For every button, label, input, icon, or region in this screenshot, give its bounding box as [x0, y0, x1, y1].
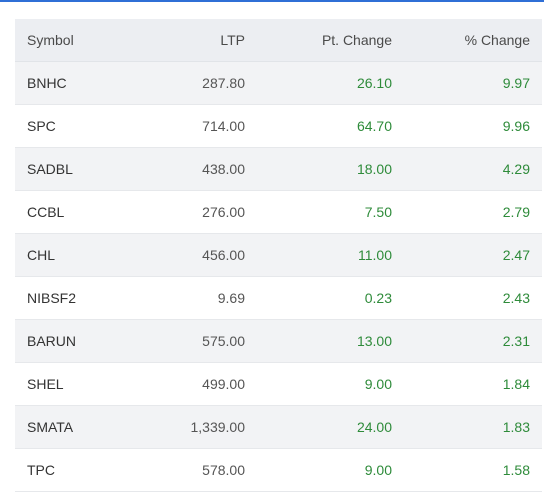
cell-pct-change: 2.43: [502, 290, 530, 306]
cell-ltp: 276.00: [202, 204, 245, 220]
cell-ltp: 714.00: [202, 118, 245, 134]
top-gainers-table-container: Symbol LTP Pt. Change % Change BNHC 287.…: [15, 19, 542, 492]
column-header-pt-change[interactable]: Pt. Change: [321, 32, 392, 48]
table-row[interactable]: BNHC 287.80 26.10 9.97: [15, 61, 542, 105]
cell-symbol[interactable]: SPC: [27, 118, 56, 134]
cell-symbol[interactable]: NIBSF2: [27, 290, 77, 306]
cell-pt-change: 18.00: [356, 161, 392, 177]
cell-pt-change: 64.70: [356, 118, 392, 134]
cell-symbol[interactable]: BARUN: [27, 333, 77, 349]
cell-symbol[interactable]: CHL: [27, 247, 56, 263]
cell-pt-change: 0.23: [364, 290, 392, 306]
cell-pct-change: 2.31: [502, 333, 530, 349]
table-header-row: Symbol LTP Pt. Change % Change: [15, 19, 542, 62]
cell-ltp: 1,339.00: [190, 419, 246, 435]
top-gainers-table: Symbol LTP Pt. Change % Change BNHC 287.…: [15, 19, 542, 492]
table-row[interactable]: CHL 456.00 11.00 2.47: [15, 233, 542, 277]
cell-pt-change: 9.00: [364, 376, 392, 392]
cell-pct-change: 1.83: [502, 419, 530, 435]
table-row[interactable]: SMATA 1,339.00 24.00 1.83: [15, 405, 542, 449]
cell-pt-change: 9.00: [364, 462, 392, 478]
cell-ltp: 575.00: [202, 333, 245, 349]
cell-pt-change: 7.50: [364, 204, 392, 220]
cell-symbol[interactable]: BNHC: [27, 75, 67, 91]
cell-pct-change: 9.96: [502, 118, 530, 134]
table-header: Symbol LTP Pt. Change % Change: [15, 19, 542, 62]
cell-symbol[interactable]: SADBL: [27, 161, 73, 177]
cell-pct-change: 2.47: [502, 247, 530, 263]
cell-ltp: 578.00: [202, 462, 245, 478]
cell-ltp: 9.69: [217, 290, 245, 306]
top-accent-rule: [0, 0, 544, 2]
table-row[interactable]: TPC 578.00 9.00 1.58: [15, 448, 542, 492]
table-row[interactable]: SHEL 499.00 9.00 1.84: [15, 362, 542, 406]
cell-ltp: 499.00: [202, 376, 245, 392]
cell-pct-change: 2.79: [502, 204, 530, 220]
cell-ltp: 456.00: [202, 247, 245, 263]
cell-pt-change: 26.10: [356, 75, 392, 91]
cell-symbol[interactable]: SHEL: [27, 376, 64, 392]
cell-pt-change: 13.00: [356, 333, 392, 349]
table-row[interactable]: NIBSF2 9.69 0.23 2.43: [15, 276, 542, 320]
cell-pt-change: 24.00: [356, 419, 392, 435]
cell-pct-change: 4.29: [502, 161, 530, 177]
cell-symbol[interactable]: CCBL: [27, 204, 65, 220]
column-header-symbol[interactable]: Symbol: [27, 32, 74, 48]
cell-symbol[interactable]: TPC: [27, 462, 55, 478]
cell-ltp: 438.00: [202, 161, 245, 177]
table-body: BNHC 287.80 26.10 9.97 SPC 714.00 64.70 …: [15, 61, 542, 492]
cell-ltp: 287.80: [202, 75, 245, 91]
cell-pt-change: 11.00: [358, 247, 392, 263]
cell-symbol[interactable]: SMATA: [27, 419, 74, 435]
column-header-ltp[interactable]: LTP: [220, 32, 245, 48]
table-row[interactable]: SPC 714.00 64.70 9.96: [15, 104, 542, 148]
cell-pct-change: 1.84: [502, 376, 530, 392]
table-row[interactable]: SADBL 438.00 18.00 4.29: [15, 147, 542, 191]
cell-pct-change: 9.97: [502, 75, 530, 91]
table-row[interactable]: BARUN 575.00 13.00 2.31: [15, 319, 542, 363]
column-header-pct-change[interactable]: % Change: [464, 32, 530, 48]
table-row[interactable]: CCBL 276.00 7.50 2.79: [15, 190, 542, 234]
cell-pct-change: 1.58: [502, 462, 530, 478]
